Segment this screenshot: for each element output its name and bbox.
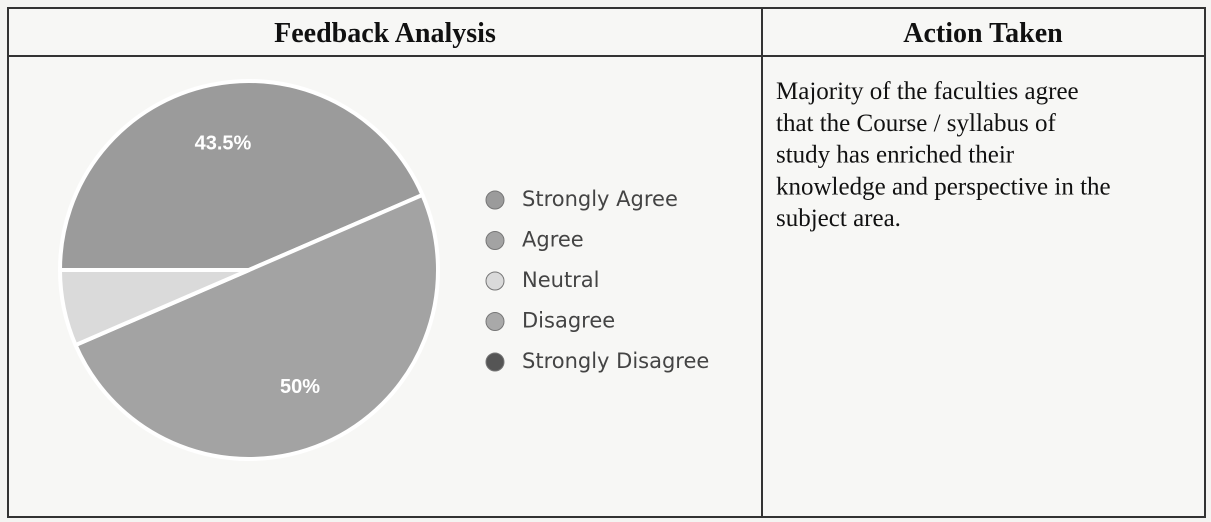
legend-label: Strongly Agree [522,187,678,211]
action-line: study has enriched their [776,142,1015,169]
legend-swatch [485,271,505,291]
legend-swatch [485,231,505,250]
action-line: that the Course / syllabus of [776,110,1056,137]
pie-slice [73,192,440,461]
action-text: Majority of the faculties agree that the … [776,78,1111,232]
action-line: Majority of the faculties agree [776,78,1079,105]
legend-label: Disagree [522,309,615,333]
legend-swatch [485,352,505,372]
legend-swatch [485,190,505,210]
data-label: 43.5% [195,132,252,154]
data-label: 50% [280,376,320,398]
legend-label: Strongly Disagree [522,349,709,373]
action-line: subject area. [776,205,901,232]
pie-slice [58,268,251,348]
pie-slice [58,79,425,272]
legend-label: Agree [522,228,584,252]
legend-swatch [485,312,505,331]
pie-chart: 43.5% 50% Strongly Agree Agree Neutral Disagr… [58,79,709,461]
legend-label: Neutral [522,268,600,292]
header-cell: Feedback Analysis [274,18,496,49]
header-cell: Action Taken [903,18,1063,49]
action-line: knowledge and perspective in the [776,173,1111,200]
